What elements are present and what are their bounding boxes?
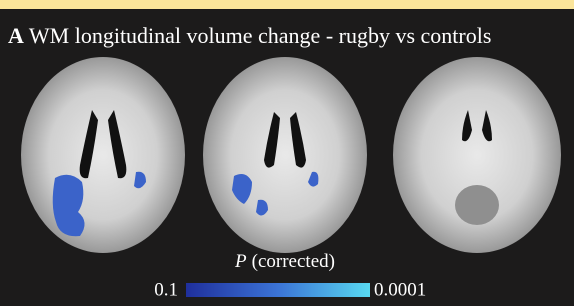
colorbar xyxy=(186,283,370,297)
colorbar-label: (corrected) xyxy=(252,251,335,272)
top-strip xyxy=(0,0,574,9)
brain-slice-3 xyxy=(393,57,561,253)
figure: AWM longitudinal volume change - rugby v… xyxy=(0,0,574,306)
brain xyxy=(203,57,367,253)
brain-slice-2 xyxy=(203,57,367,253)
colorbar-min-label: 0.1 xyxy=(154,279,178,300)
colorbar-symbol: P xyxy=(234,251,247,272)
page: AWM longitudinal volume change - rugby v… xyxy=(0,0,574,306)
colorbar-max-label: 0.0001 xyxy=(374,279,426,300)
title-text: WM longitudinal volume change - rugby vs… xyxy=(29,23,492,48)
brain-slice-1 xyxy=(21,57,185,253)
panel-label: A xyxy=(8,23,24,48)
brain xyxy=(21,57,185,253)
midbrain xyxy=(455,185,499,225)
